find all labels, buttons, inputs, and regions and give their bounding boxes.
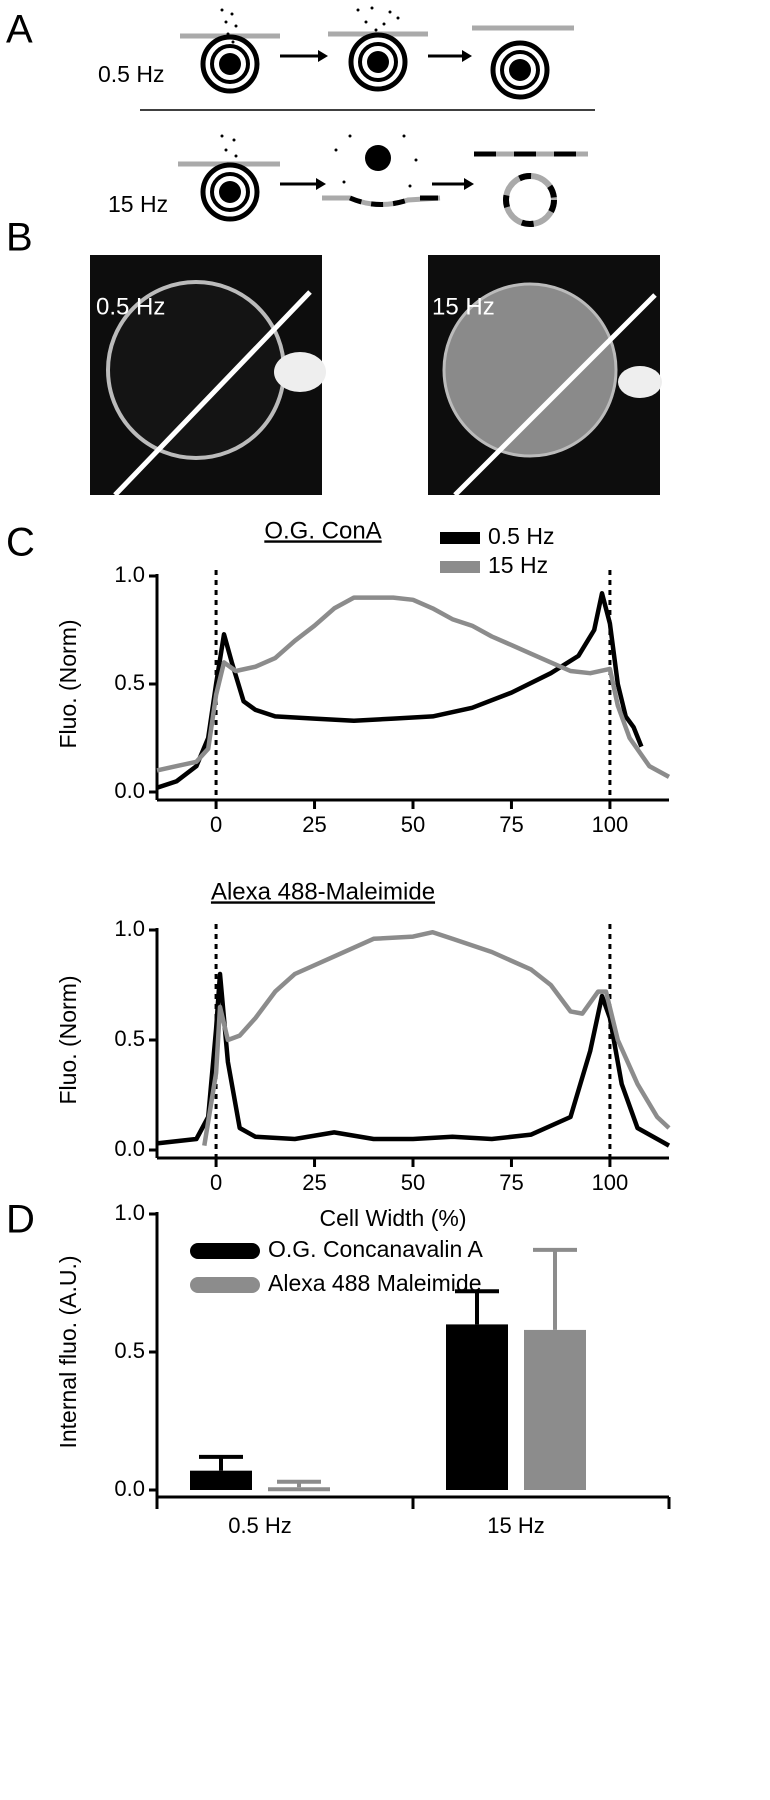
x-tick-label: 15 Hz [487,1513,544,1538]
bar [190,1470,252,1490]
x-tick-label: 0 [210,812,222,837]
y-tick-label: 0.0 [114,1136,145,1161]
x-tick-label: 75 [499,1170,523,1195]
panel-label: B [6,216,33,260]
y-axis-label: Fluo. (Norm) [55,619,81,748]
x-tick-label: 50 [401,812,425,837]
y-axis-label: Internal fluo. (A.U.) [55,1255,81,1448]
image-label: 15 Hz [432,293,495,320]
panel-label: C [6,521,35,565]
x-tick-label: 100 [592,812,629,837]
chart-title: Alexa 488-Maleimide [211,878,435,905]
schematic: 0.5 Hz 15 Hz [98,6,595,227]
legend-label: Alexa 488 Maleimide [268,1270,482,1296]
y-tick-label: 1.0 [114,1200,145,1225]
chart-title: O.G. ConA [264,517,381,544]
row-label: 0.5 Hz [98,61,164,87]
legend-swatch [190,1277,260,1293]
line-series [156,595,671,779]
y-axis-label: Fluo. (Norm) [55,975,81,1104]
y-tick-label: 0.5 [114,670,145,695]
x-axis-label: Cell Width (%) [320,1205,467,1231]
x-tick-label: 50 [401,1170,425,1195]
bar [446,1324,508,1490]
y-tick-label: 0.5 [114,1338,145,1363]
micrograph: 0.5 Hz [90,255,326,497]
line-series [156,591,644,790]
legend-label: 15 Hz [488,552,548,578]
row-label: 15 Hz [108,191,168,217]
x-tick-label: 25 [302,812,326,837]
legend-label: 0.5 Hz [488,523,554,549]
panel-label: A [6,8,33,52]
line-series [156,971,671,1148]
line-series [202,929,671,1146]
bar [524,1329,586,1490]
bar [268,1487,330,1492]
y-tick-label: 0.5 [114,1026,145,1051]
y-tick-label: 1.0 [114,916,145,941]
x-tick-label: 0 [210,1170,222,1195]
micrograph: 15 Hz [428,255,662,497]
y-tick-label: 1.0 [114,562,145,587]
y-tick-label: 0.0 [114,1476,145,1501]
legend-swatch [190,1243,260,1259]
x-tick-label: 25 [302,1170,326,1195]
x-tick-label: 0.5 Hz [228,1513,292,1538]
legend-label: O.G. Concanavalin A [268,1236,483,1262]
image-label: 0.5 Hz [96,293,165,320]
x-tick-label: 75 [499,812,523,837]
panel-label: D [6,1198,35,1242]
y-tick-label: 0.0 [114,778,145,803]
x-tick-label: 100 [592,1170,629,1195]
